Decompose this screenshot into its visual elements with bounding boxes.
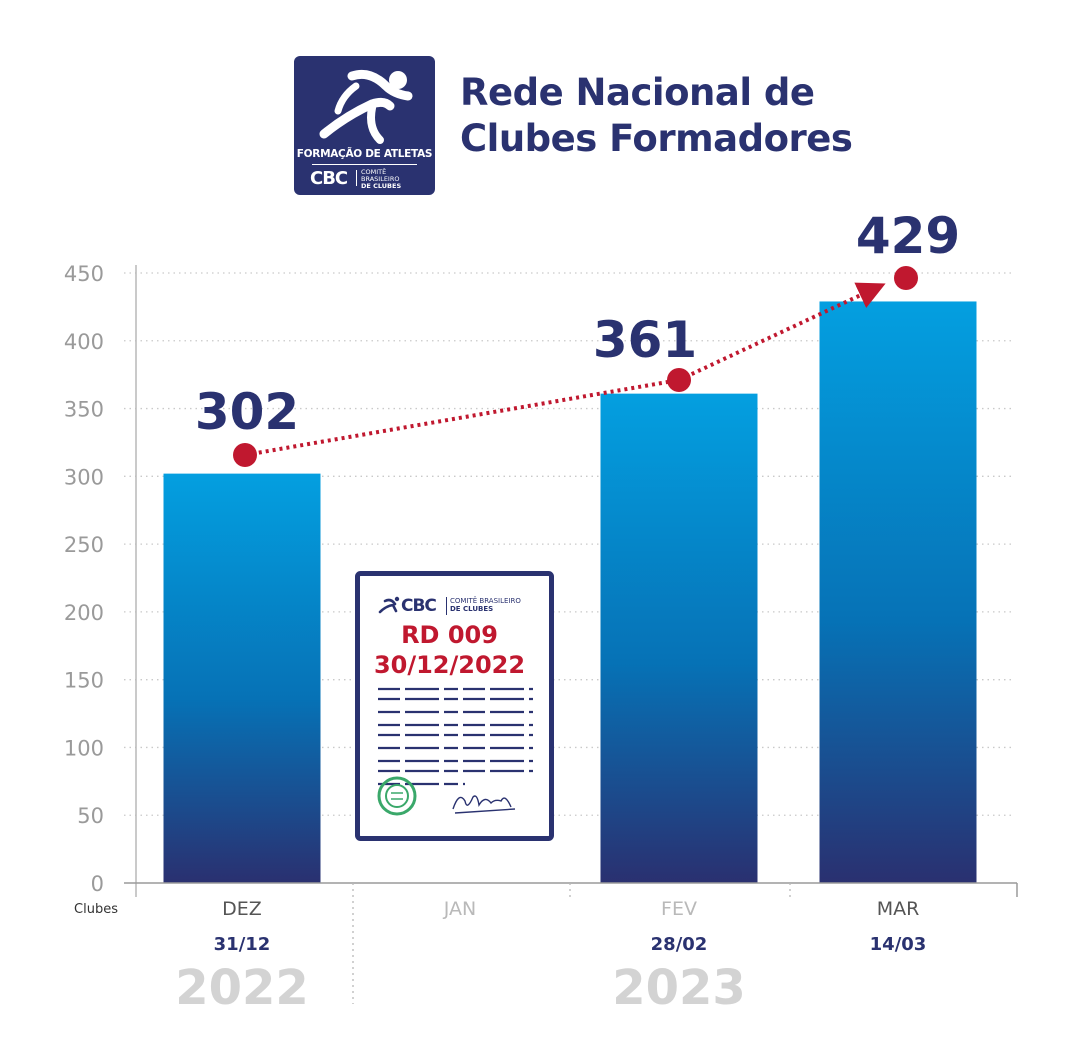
seal-icon [377, 776, 417, 816]
document-frame [355, 571, 554, 841]
date-label: 31/12 [214, 934, 271, 955]
y-axis-label: Clubes [74, 902, 118, 917]
y-tick-label: 400 [64, 330, 104, 354]
document-date: 30/12/2022 [373, 651, 526, 679]
date-label: 14/03 [870, 934, 927, 955]
doc-runner-icon [378, 596, 400, 614]
document-org-line1: COMITÊ BRASILEIRO [450, 597, 521, 605]
x-tick-label: MAR [877, 898, 920, 920]
document-org: COMITÊ BRASILEIRO DE CLUBES [450, 597, 530, 613]
bar-mar [819, 301, 977, 883]
logo-org-line1: COMITÊ BRASILEIRO [361, 168, 400, 183]
y-tick-label: 300 [64, 465, 104, 489]
logo-separator [356, 170, 357, 186]
document-title: RD 009 30/12/2022 [355, 620, 544, 680]
trend-point [667, 368, 691, 392]
title-line-1: Rede Nacional de [460, 71, 815, 114]
y-tick-label: 350 [64, 398, 104, 422]
date-label: 28/02 [651, 934, 708, 955]
logo-org-line2: DE CLUBES [361, 182, 402, 190]
runner-icon [319, 69, 413, 144]
cbc-logo: FORMAÇÃO DE ATLETAS CBC COMITÊ BRASILEIR… [294, 56, 435, 195]
y-tick-label: 250 [64, 533, 104, 557]
x-tick-label: FEV [661, 898, 697, 920]
document-code: RD 009 [401, 621, 498, 649]
trend-arrow [678, 282, 886, 382]
title-line-2: Clubes Formadores [460, 117, 853, 160]
document-org-line2: DE CLUBES [450, 605, 494, 613]
bar-fev [600, 393, 758, 883]
y-tick-label: 450 [64, 262, 104, 286]
logo-program: FORMAÇÃO DE ATLETAS [296, 148, 433, 160]
document-cbc: CBC [401, 596, 437, 616]
document-separator [446, 597, 447, 615]
logo-divider [312, 164, 417, 165]
value-label: 302 [195, 383, 299, 441]
y-tick-label: 0 [91, 872, 104, 896]
logo-cbc: CBC [310, 168, 348, 189]
y-tick-label: 200 [64, 601, 104, 625]
value-label: 361 [593, 311, 697, 369]
y-tick-label: 150 [64, 669, 104, 693]
resolution-document: CBC COMITÊ BRASILEIRO DE CLUBES RD 009 3… [355, 571, 554, 841]
year-label: 2022 [175, 960, 309, 1016]
trend-point [233, 443, 257, 467]
value-label: 429 [856, 207, 960, 265]
y-tick-label: 50 [77, 804, 104, 828]
page-title: Rede Nacional de Clubes Formadores [460, 70, 853, 162]
year-label: 2023 [612, 960, 746, 1016]
y-tick-label: 100 [64, 736, 104, 760]
trend-point [894, 266, 918, 290]
x-tick-label: JAN [443, 898, 476, 920]
logo-org-name: COMITÊ BRASILEIRO DE CLUBES [361, 169, 421, 190]
signature-icon [452, 795, 516, 814]
x-tick-label: DEZ [222, 898, 262, 920]
bar-dez [163, 473, 321, 883]
